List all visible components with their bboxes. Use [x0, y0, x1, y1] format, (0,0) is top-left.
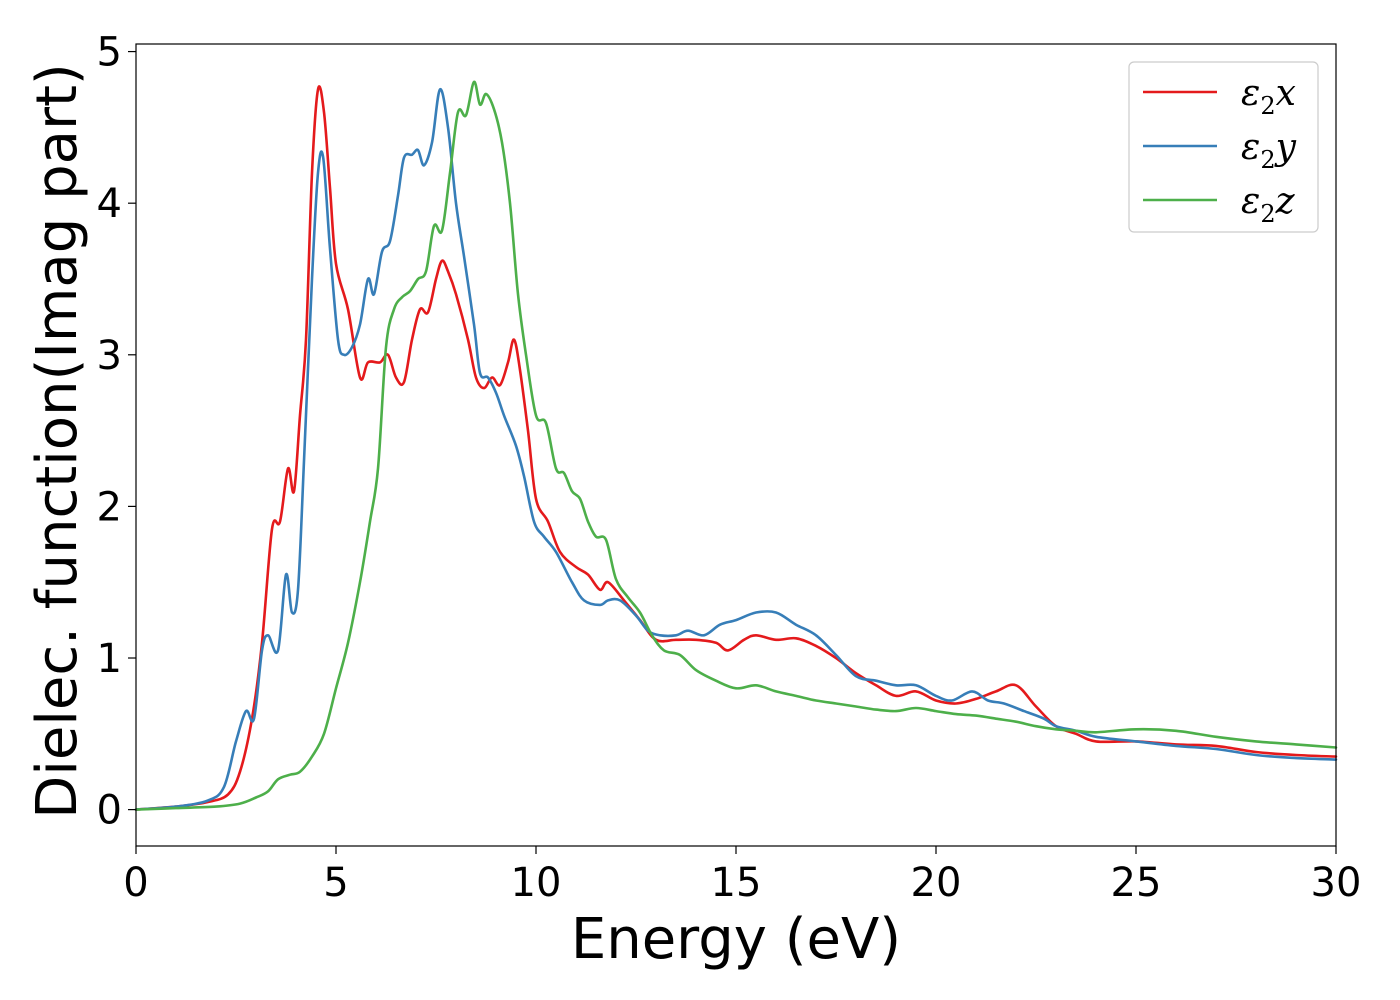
plot-lines [134, 80, 1338, 811]
x-tick-label: 10 [511, 860, 562, 906]
legend-variable: x [1276, 73, 1296, 114]
legend-box [1128, 61, 1319, 233]
legend-subscript: 2 [1260, 92, 1275, 120]
x-axis-title: Energy (eV) [571, 907, 901, 972]
y-tick-label: 1 [97, 636, 122, 682]
legend-symbol: ε [1241, 127, 1260, 168]
legend-subscript: 2 [1260, 200, 1275, 228]
x-tick-label: 20 [911, 860, 962, 906]
x-tick-label: 15 [711, 860, 762, 906]
legend-entry-y: ε2y [1241, 127, 1297, 174]
legend-symbol: ε [1241, 181, 1260, 222]
legend-symbol: ε [1241, 73, 1260, 114]
legend-variable: y [1274, 127, 1297, 168]
y-tick-label: 4 [97, 181, 122, 227]
legend-entry-x: ε2x [1241, 73, 1296, 120]
y-axis-ticks: 0 1 2 3 4 5 [97, 30, 136, 834]
series-line-z [134, 80, 1338, 811]
x-tick-label: 30 [1311, 860, 1362, 906]
y-tick-label: 3 [97, 333, 122, 379]
x-tick-label: 5 [323, 860, 348, 906]
x-tick-label: 0 [123, 860, 148, 906]
x-tick-label: 25 [1111, 860, 1162, 906]
legend-entry-z: ε2z [1241, 181, 1296, 228]
series-line-x [134, 85, 1338, 811]
y-axis-title: Dielec. function(Imag part) [25, 63, 90, 819]
x-axis-ticks: 0 5 10 15 20 25 30 [123, 846, 1361, 906]
y-tick-label: 0 [97, 788, 122, 834]
y-tick-label: 5 [97, 30, 122, 76]
legend-variable: z [1275, 181, 1296, 222]
legend-subscript: 2 [1260, 146, 1275, 174]
series-line-y [134, 88, 1338, 811]
y-tick-label: 2 [97, 484, 122, 530]
